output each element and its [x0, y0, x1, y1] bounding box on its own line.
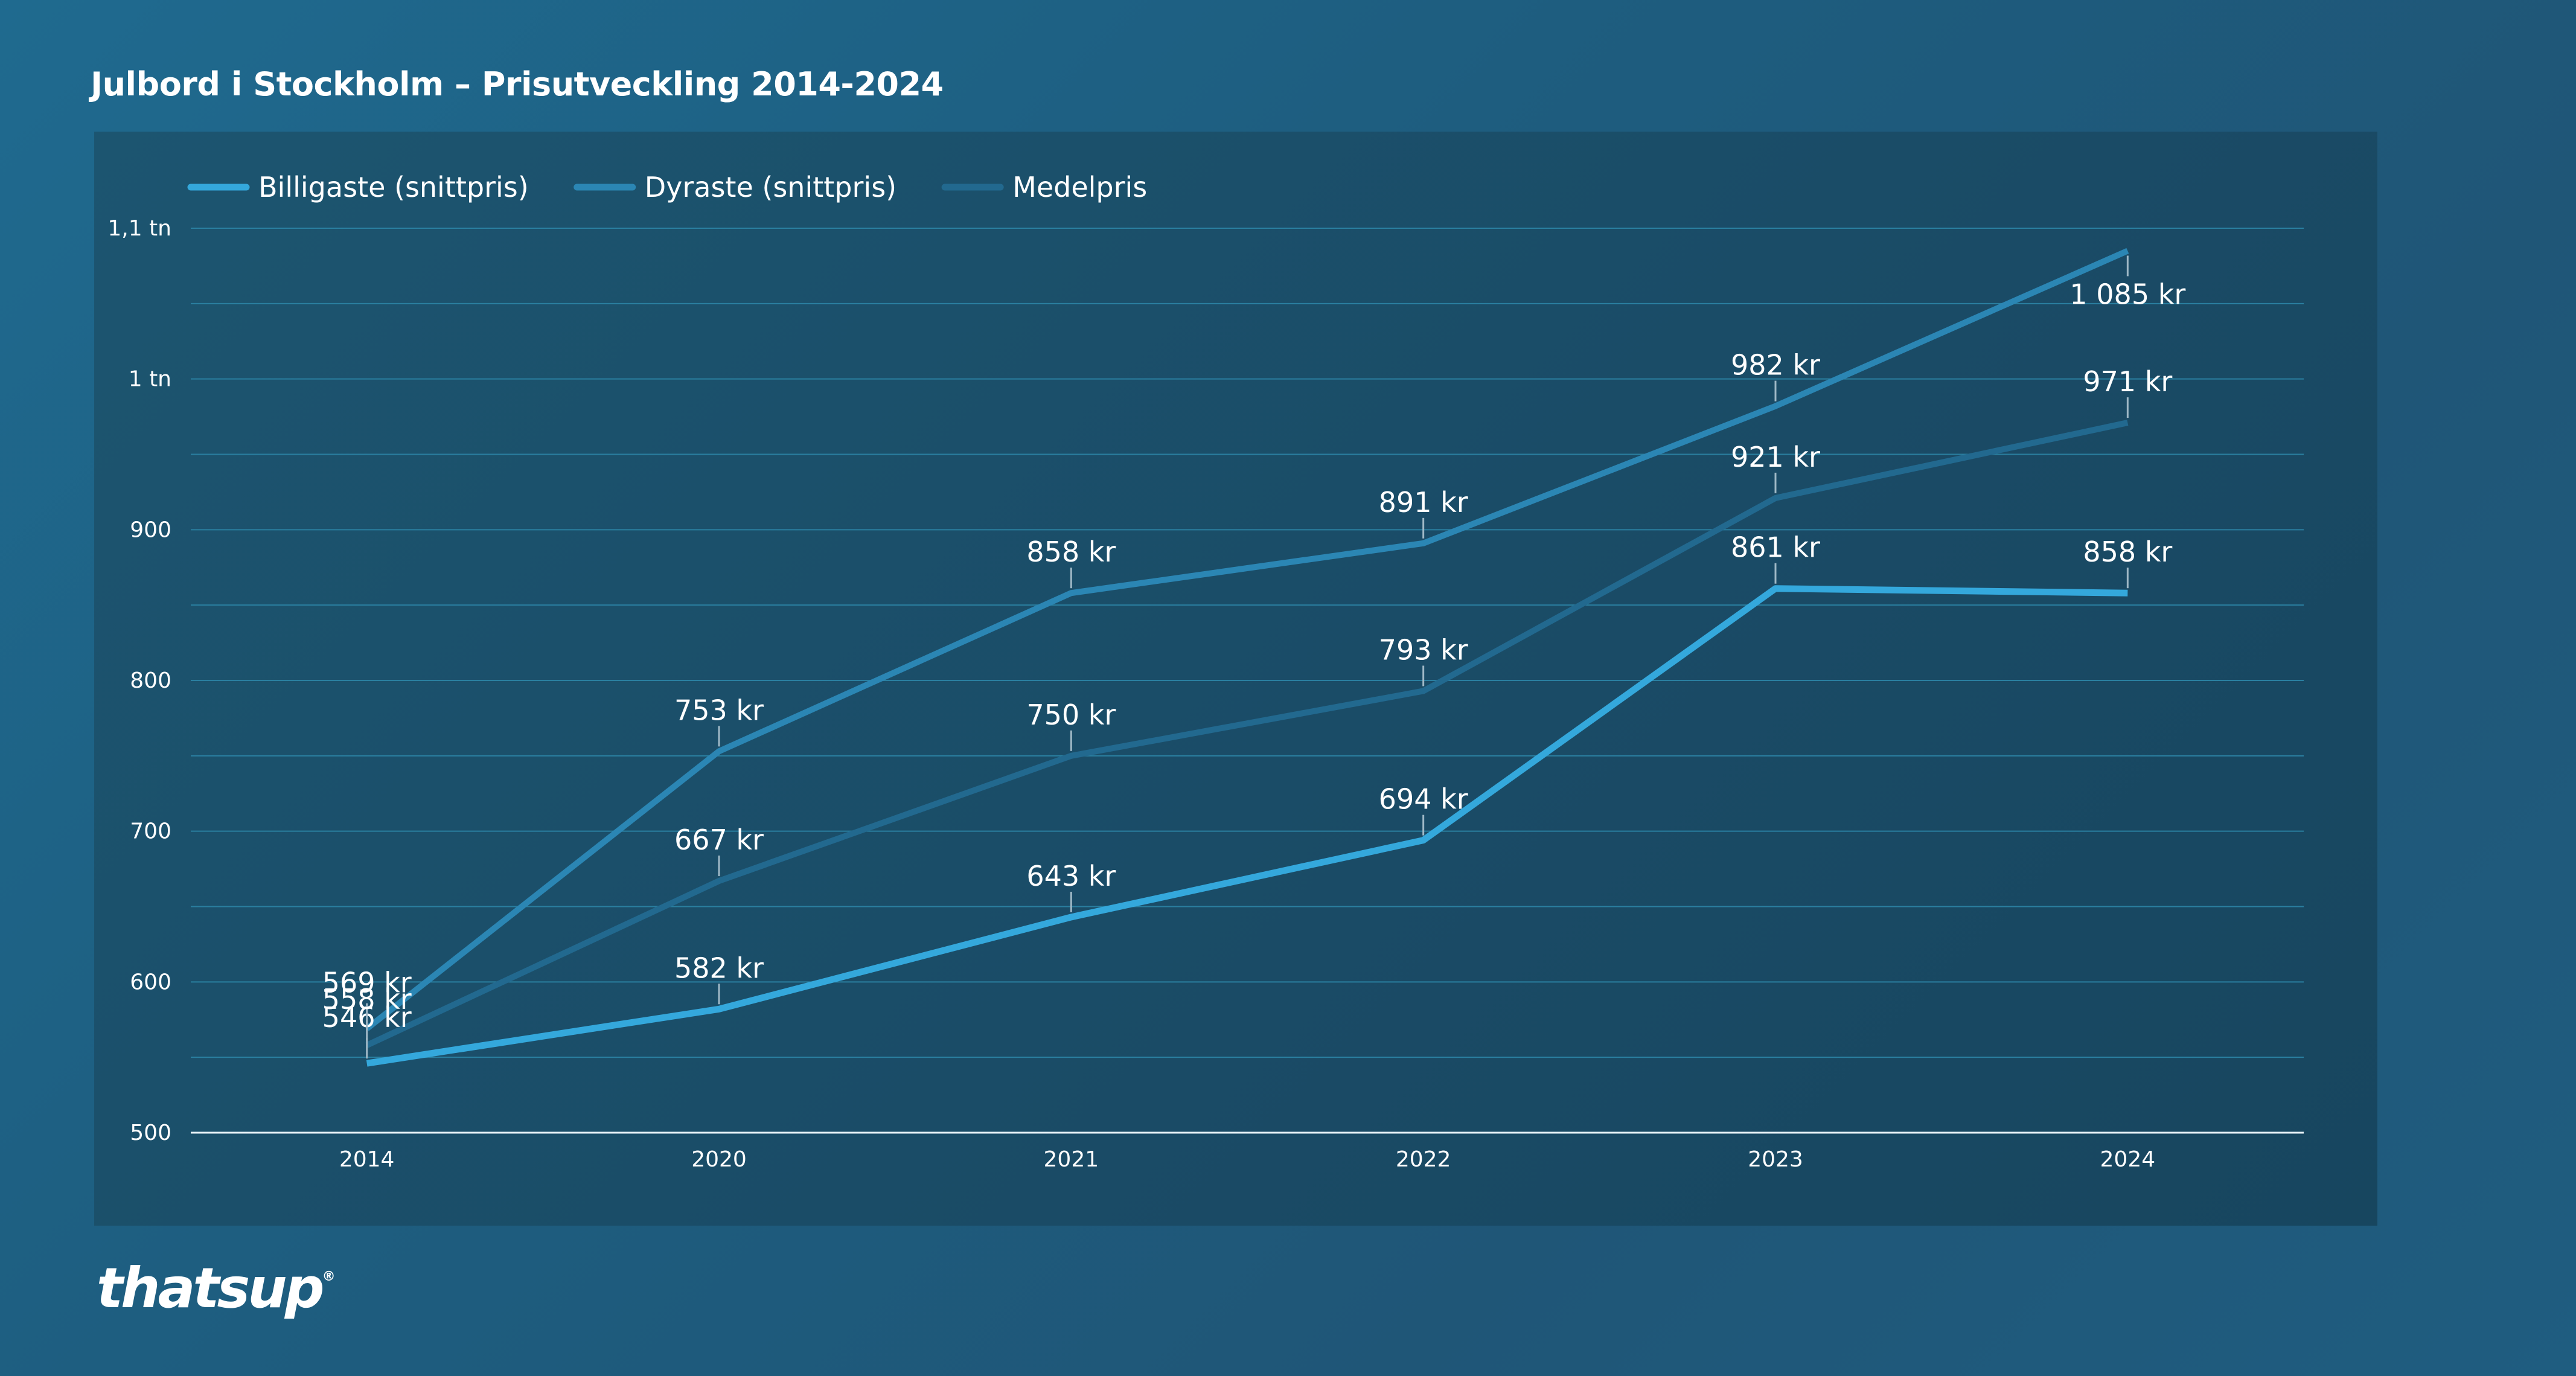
legend: Billigaste (snittpris) Dyraste (snittpris… — [187, 171, 1147, 203]
x-tick-label: 2020 — [691, 1147, 747, 1172]
y-tick-label: 900 — [130, 517, 171, 542]
logo-text: thatsup — [97, 1256, 325, 1320]
data-label: 750 kr — [1026, 699, 1116, 731]
series-line — [365, 420, 2129, 1048]
y-tick-label: 500 — [130, 1121, 171, 1145]
data-label: 558 kr — [322, 983, 412, 1016]
data-label: 753 kr — [674, 694, 764, 726]
data-label: 1 085 kr — [2069, 278, 2185, 310]
line-chart: 500 600 700 800 900 1 tn 1,1 tn 2014 2020 2021 202… — [107, 171, 2304, 1172]
legend-label: Medelpris — [1012, 171, 1147, 203]
y-tick-label: 700 — [130, 819, 171, 844]
series-line — [366, 585, 2128, 1067]
x-tick-label: 2024 — [2100, 1147, 2156, 1172]
series-lines — [365, 248, 2129, 1067]
data-label: 858 kr — [1026, 536, 1116, 568]
data-label: 667 kr — [674, 824, 764, 856]
y-tick-label: 600 — [130, 970, 171, 994]
y-tick-label: 800 — [130, 668, 171, 693]
y-tick-label: 1 tn — [129, 367, 171, 392]
series-line — [365, 248, 2129, 1031]
chart-panel: 500 600 700 800 900 1 tn 1,1 tn 2014 2020 2021 202… — [94, 132, 2377, 1226]
data-label: 694 kr — [1379, 783, 1468, 816]
data-label: 971 kr — [2083, 365, 2172, 398]
data-label: 858 kr — [2083, 536, 2172, 568]
logo-trademark: ® — [322, 1269, 336, 1284]
thatsup-logo: thatsup® — [97, 1256, 336, 1320]
x-tick-label: 2021 — [1044, 1147, 1099, 1172]
x-tick-label: 2023 — [1748, 1147, 1803, 1172]
data-label: 793 kr — [1379, 633, 1468, 666]
data-label: 582 kr — [674, 952, 764, 984]
x-tick-label: 2014 — [339, 1147, 395, 1172]
data-label: 861 kr — [1731, 531, 1820, 564]
data-label: 982 kr — [1731, 349, 1820, 382]
y-tick-label: 1,1 tn — [107, 216, 171, 241]
grid-lines — [191, 228, 2304, 1058]
chart-title: Julbord i Stockholm – Prisutveckling 201… — [91, 65, 944, 103]
data-label: 921 kr — [1731, 441, 1820, 473]
legend-label: Dyraste (snittpris) — [645, 171, 896, 203]
data-label: 569 kr — [322, 967, 412, 999]
legend-label: Billigaste (snittpris) — [258, 171, 529, 203]
axes: 500 600 700 800 900 1 tn 1,1 tn 2014 2020 2021 202… — [107, 216, 2304, 1172]
x-tick-label: 2022 — [1396, 1147, 1451, 1172]
data-label: 643 kr — [1026, 860, 1116, 892]
data-label: 891 kr — [1379, 486, 1468, 519]
